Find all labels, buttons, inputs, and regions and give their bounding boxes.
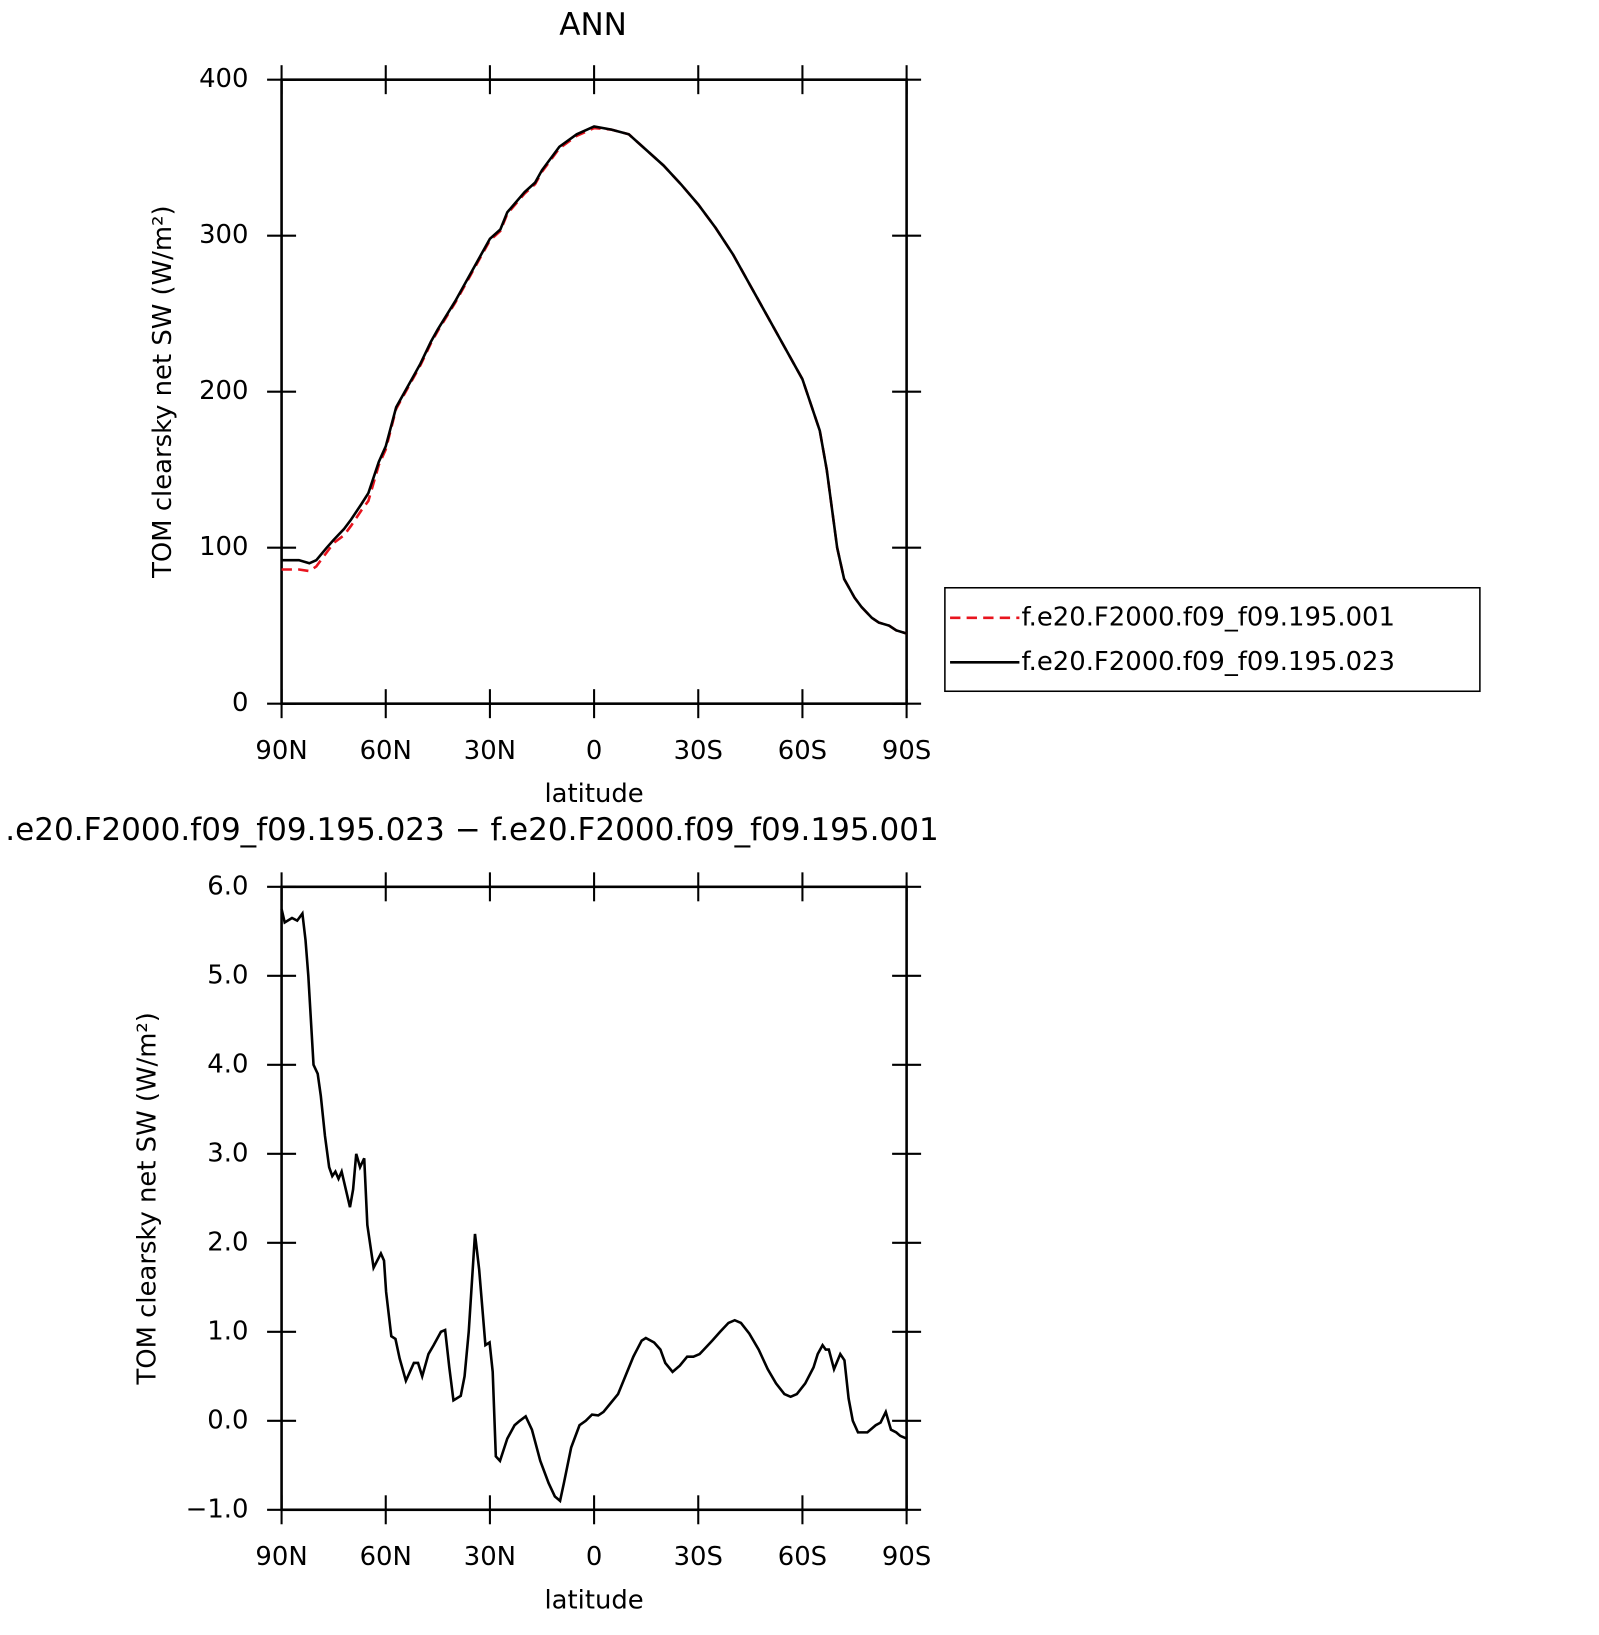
y-tick-label: 4.0 [207, 1049, 248, 1079]
legend-label: f.e20.F2000.f09_f09.195.023 [1021, 647, 1394, 677]
x-tick-label: 30S [674, 736, 723, 766]
x-tick-label: 60S [778, 1542, 827, 1572]
x-tick-label: 60N [360, 736, 412, 766]
y-tick-label: −1.0 [186, 1494, 249, 1524]
chart-title: ANN [559, 7, 627, 43]
data-line [281, 126, 907, 635]
legend-box [944, 586, 1481, 693]
x-tick-label: 60N [360, 1542, 412, 1572]
y-tick-label: 1.0 [207, 1316, 248, 1346]
y-tick-label: 3.0 [207, 1138, 248, 1168]
x-tick-label: 90N [255, 736, 307, 766]
x-tick-label: 0 [586, 736, 602, 766]
y-tick-label: 2.0 [207, 1227, 248, 1257]
x-tick-label: 30S [674, 1542, 723, 1572]
y-tick-label: 400 [199, 64, 248, 94]
data-line [281, 125, 907, 635]
x-axis-label: latitude [544, 779, 643, 809]
y-tick-label: 200 [199, 376, 248, 406]
x-tick-label: 90S [882, 1542, 931, 1572]
x-axis-label: latitude [544, 1585, 643, 1615]
y-tick-label: 0 [232, 688, 248, 718]
y-tick-label: 0.0 [207, 1405, 248, 1435]
y-tick-label: 5.0 [207, 960, 248, 990]
x-tick-label: 0 [586, 1542, 602, 1572]
plot-frame [280, 885, 908, 1512]
chart-title: .e20.F2000.f09_f09.195.023 − f.e20.F2000… [5, 812, 938, 848]
y-axis-label: TOM clearsky net SW (W/m²) [148, 205, 178, 578]
x-tick-label: 30N [464, 1542, 516, 1572]
plot-frame [280, 78, 908, 705]
y-axis-label: TOM clearsky net SW (W/m²) [133, 1012, 163, 1385]
x-tick-label: 30N [464, 736, 516, 766]
x-tick-label: 60S [778, 736, 827, 766]
x-tick-label: 90N [255, 1542, 307, 1572]
y-tick-label: 300 [199, 220, 248, 250]
legend-label: f.e20.F2000.f09_f09.195.001 [1021, 602, 1394, 632]
y-tick-label: 100 [199, 532, 248, 562]
x-tick-label: 90S [882, 736, 931, 766]
data-line [280, 908, 908, 1504]
y-tick-label: 6.0 [207, 871, 248, 901]
